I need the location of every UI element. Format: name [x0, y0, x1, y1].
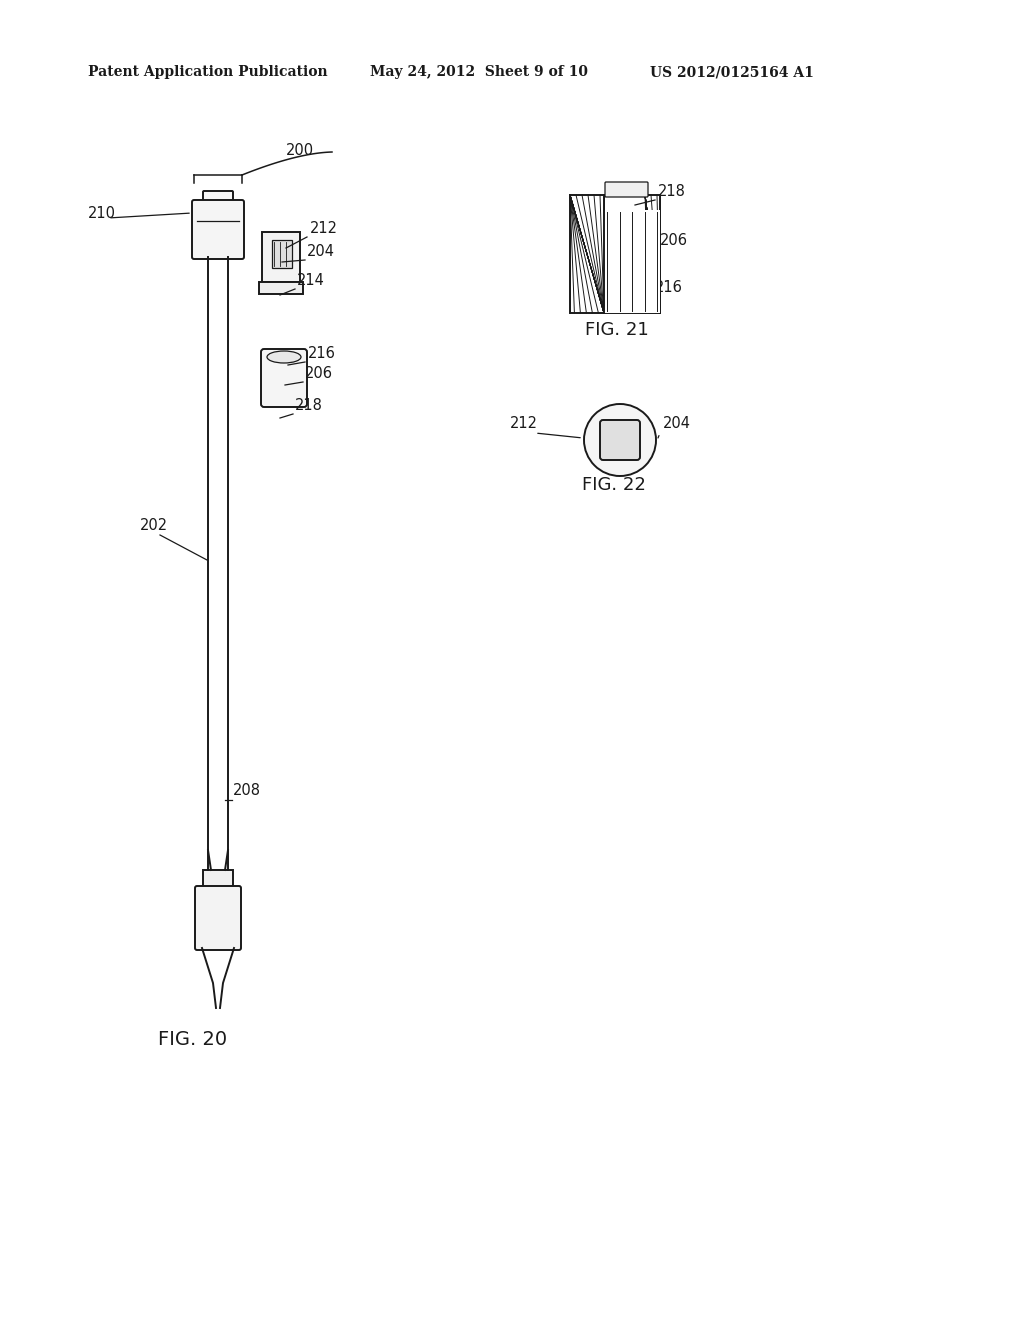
Text: US 2012/0125164 A1: US 2012/0125164 A1 — [650, 65, 814, 79]
Text: 210: 210 — [88, 206, 116, 220]
Text: 206: 206 — [305, 366, 333, 381]
Bar — [604, 210, 660, 313]
Text: 216: 216 — [655, 280, 683, 294]
FancyBboxPatch shape — [203, 191, 233, 203]
FancyBboxPatch shape — [261, 348, 307, 407]
FancyBboxPatch shape — [605, 182, 648, 197]
FancyBboxPatch shape — [600, 420, 640, 459]
Text: May 24, 2012  Sheet 9 of 10: May 24, 2012 Sheet 9 of 10 — [370, 65, 588, 79]
Text: FIG. 20: FIG. 20 — [158, 1030, 227, 1049]
Text: 216: 216 — [308, 346, 336, 360]
Text: 218: 218 — [658, 183, 686, 199]
Text: 206: 206 — [660, 234, 688, 248]
FancyBboxPatch shape — [195, 886, 241, 950]
Text: FIG. 21: FIG. 21 — [585, 321, 649, 339]
Text: 218: 218 — [295, 399, 323, 413]
Text: 204: 204 — [663, 416, 691, 432]
Bar — [259, 282, 303, 294]
Text: 212: 212 — [510, 416, 538, 432]
Text: 214: 214 — [297, 273, 325, 288]
Circle shape — [584, 404, 656, 477]
Text: 204: 204 — [307, 244, 335, 259]
Bar — [262, 232, 300, 282]
Text: 208: 208 — [233, 783, 261, 799]
Bar — [272, 240, 292, 268]
Bar — [203, 870, 233, 888]
Text: 202: 202 — [140, 517, 168, 533]
Text: 200: 200 — [286, 143, 314, 158]
Text: Patent Application Publication: Patent Application Publication — [88, 65, 328, 79]
Text: FIG. 22: FIG. 22 — [582, 477, 646, 494]
Text: 212: 212 — [310, 220, 338, 236]
Ellipse shape — [267, 351, 301, 363]
Bar — [570, 195, 660, 313]
FancyBboxPatch shape — [193, 201, 244, 259]
